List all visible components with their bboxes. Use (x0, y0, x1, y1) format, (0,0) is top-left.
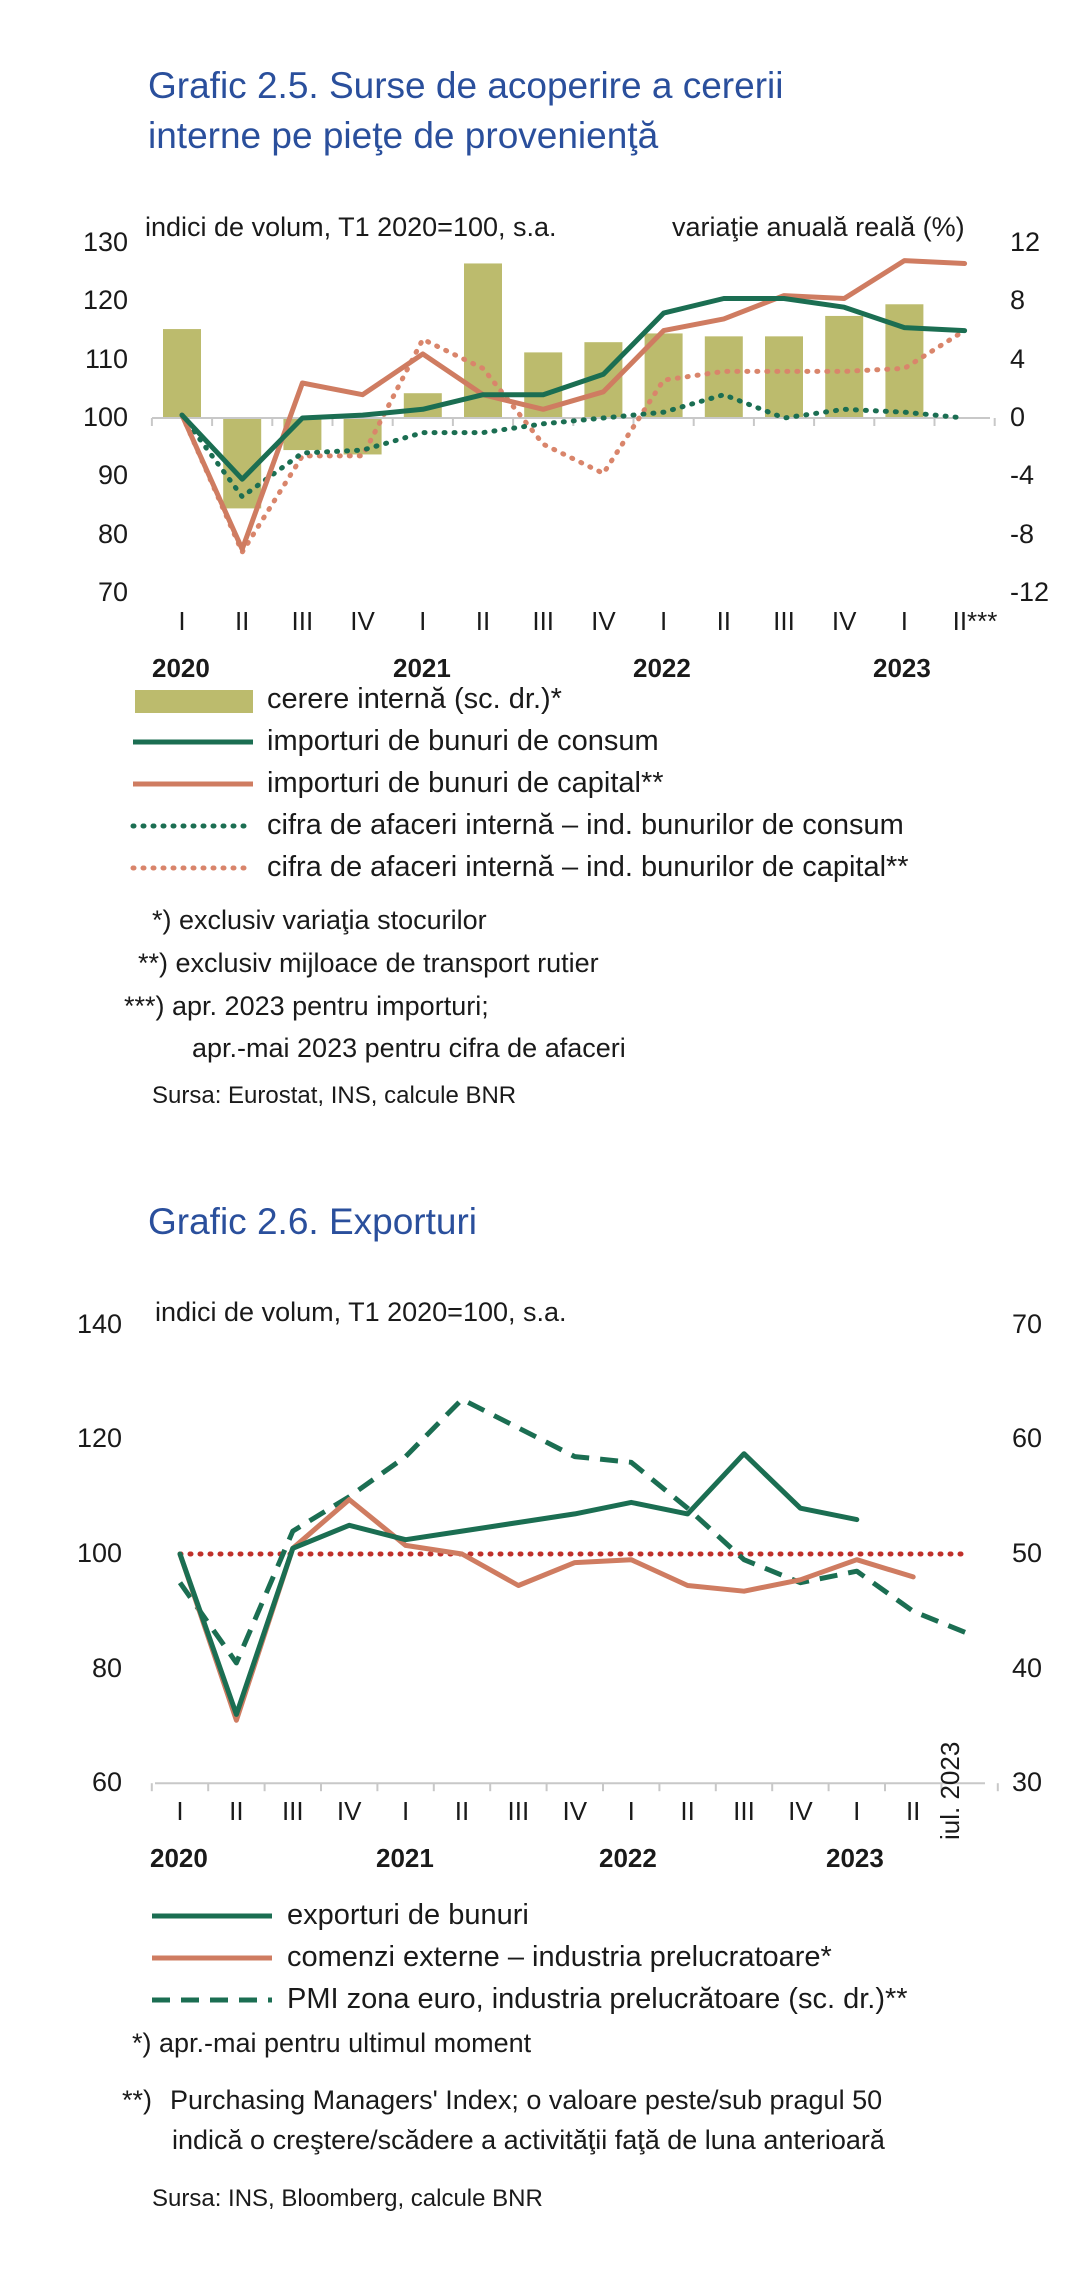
chart1-left-tick: 110 (84, 343, 128, 374)
chart1-left-tick: 130 (82, 227, 128, 258)
chart2-quarter-label: II (905, 1796, 921, 1826)
chart2-year-2022: 2022 (599, 1843, 657, 1873)
chart2-quarter-label: I (627, 1796, 635, 1826)
chart1-quarter-label: II*** (952, 606, 998, 636)
chart2-note-2-line2: indică o creştere/scădere a activităţii … (172, 2125, 885, 2155)
chart1-quarter-label: IV (591, 606, 616, 636)
chart1-quarter-label: I (659, 606, 668, 636)
line-pmi (177, 1396, 971, 1666)
chart2-quarter-label: II (680, 1796, 695, 1826)
chart2-quarter-label: IV (336, 1796, 362, 1826)
chart2-left-tick: 100 (76, 1538, 122, 1568)
chart2-source: Sursa: INS, Bloomberg, calcule BNR (152, 2185, 543, 2212)
chart1-quarter-label: I (419, 606, 427, 636)
chart2-note-2-line1: Purchasing Managers' Index; o valoare pe… (170, 2085, 883, 2115)
chart1-title-line2: interne pe pieţe de provenienţă (148, 115, 659, 156)
chart1-left-axis-label: indici de volum, T1 2020=100, s.a. (145, 212, 557, 242)
chart2-quarter-label: II (229, 1796, 244, 1826)
chart2-right-tick: 50 (1012, 1538, 1043, 1568)
chart1-quarter-label: IV (831, 606, 857, 636)
chart1-right-tick: -12 (1010, 576, 1050, 607)
chart2-left-axis-label: indici de volum, T1 2020=100, s.a. (155, 1297, 567, 1327)
chart1-quarter-label: III (532, 606, 555, 636)
legend-swatch-domestic-demand (135, 690, 253, 713)
legend-label-capital-imports: importuri de bunuri de capital** (267, 767, 664, 799)
chart1-right-tick: 0 (1010, 402, 1026, 432)
chart1-note-3: ***) apr. 2023 pentru importuri; (124, 991, 489, 1021)
chart1-quarter-label: I (900, 606, 908, 636)
legend-label-pmi: PMI zona euro, industria prelucrătoare (… (287, 1983, 908, 2015)
legend-label-external-orders: comenzi externe – industria prelucratoar… (287, 1941, 832, 1973)
chart2-quarter-label: IV (562, 1796, 588, 1826)
chart1-title-line1: Grafic 2.5. Surse de acoperire a cererii (148, 65, 784, 106)
chart2-year-2020: 2020 (150, 1843, 208, 1873)
legend-label-exports: exporturi de bunuri (287, 1899, 529, 1931)
chart1-left-tick: 100 (82, 402, 128, 432)
chart2-quarter-label: III (507, 1796, 530, 1826)
chart2-quarter-label: I (853, 1796, 861, 1826)
chart2-left-tick: 60 (91, 1767, 122, 1798)
legend-label-consumer-turnover: cifra de afaceri internă – ind. bunurilo… (267, 809, 904, 841)
chart2-right-tick: 30 (1012, 1767, 1043, 1798)
bar-domestic-demand-10 (704, 336, 743, 418)
chart1-source: Sursa: Eurostat, INS, calcule BNR (152, 1082, 517, 1109)
chart1-right-tick: 4 (1010, 343, 1026, 374)
chart2-year-2023: 2023 (826, 1843, 884, 1873)
legend-label-consumer-imports: importuri de bunuri de consum (267, 725, 659, 757)
bar-domestic-demand-12 (825, 315, 864, 418)
chart1-quarter-label: II (716, 606, 732, 636)
chart1-note-4: apr.-mai 2023 pentru cifra de afaceri (192, 1033, 626, 1063)
chart2-quarter-label: II (454, 1796, 470, 1826)
chart2-left-tick: 120 (76, 1423, 122, 1454)
chart2-quarter-label: III (281, 1796, 304, 1826)
chart1-left-tick: 70 (97, 576, 128, 607)
chart2-title: Grafic 2.6. Exporturi (148, 1201, 478, 1242)
line-consumer-imports (179, 296, 968, 482)
bar-domestic-demand-11 (765, 336, 803, 418)
chart2-plot (150, 1396, 999, 1792)
chart1-left-tick: 80 (97, 518, 128, 549)
chart1-year-2022: 2022 (633, 653, 691, 683)
bar-domestic-demand-1 (163, 329, 201, 418)
chart1-note-2: **) exclusiv mijloace de transport rutie… (138, 948, 599, 978)
legend-label-capital-turnover: cifra de afaceri internă – ind. bunurilo… (267, 851, 909, 883)
chart1-year-2023: 2023 (873, 653, 931, 683)
chart2-quarter-label: I (401, 1796, 410, 1826)
chart2-note-1: *) apr.-mai pentru ultimul moment (132, 2028, 532, 2058)
chart1-year-2021: 2021 (393, 653, 451, 683)
chart2-right-tick: 40 (1012, 1652, 1043, 1683)
chart1-note-1: *) exclusiv variaţia stocurilor (152, 905, 487, 935)
chart2-note-2-mark: **) (122, 2085, 153, 2115)
chart2-year-2021: 2021 (376, 1843, 434, 1873)
chart1-right-tick: -8 (1010, 518, 1035, 549)
line-capital-imports (179, 258, 968, 552)
chart1-quarter-label: III (291, 606, 314, 636)
chart2-left-tick: 140 (76, 1308, 122, 1339)
line-external-orders (177, 1497, 916, 1723)
line-exports (177, 1451, 860, 1717)
chart1-quarter-label: IV (350, 606, 375, 636)
chart2-quarter-label: III (733, 1796, 755, 1826)
chart1-left-tick: 120 (82, 285, 128, 316)
chart1-quarter-label: II (475, 606, 491, 636)
chart2-right-tick: 60 (1012, 1423, 1043, 1454)
chart1-quarter-label: III (773, 606, 795, 636)
chart2-quarter-label: IV (788, 1796, 813, 1826)
chart2-right-tick: 70 (1012, 1308, 1043, 1339)
chart2-quarter-label: I (176, 1796, 184, 1826)
chart1-right-tick: -4 (1010, 460, 1035, 491)
chart1-right-axis-label: variaţie anuală reală (%) (672, 212, 965, 242)
legend-label-domestic-demand: cerere internă (sc. dr.)* (267, 683, 562, 715)
chart1-quarter-label: II (234, 606, 250, 636)
chart1-right-tick: 12 (1010, 227, 1041, 258)
chart1-left-tick: 90 (97, 460, 128, 491)
chart2-left-tick: 80 (91, 1652, 122, 1683)
chart1-plot (150, 258, 996, 555)
line-capital-turnover (179, 328, 968, 555)
chart1-right-tick: 8 (1010, 285, 1026, 316)
chart1-year-2020: 2020 (152, 653, 210, 683)
line-consumer-turnover (179, 392, 968, 500)
chart1-quarter-label: I (178, 606, 186, 636)
